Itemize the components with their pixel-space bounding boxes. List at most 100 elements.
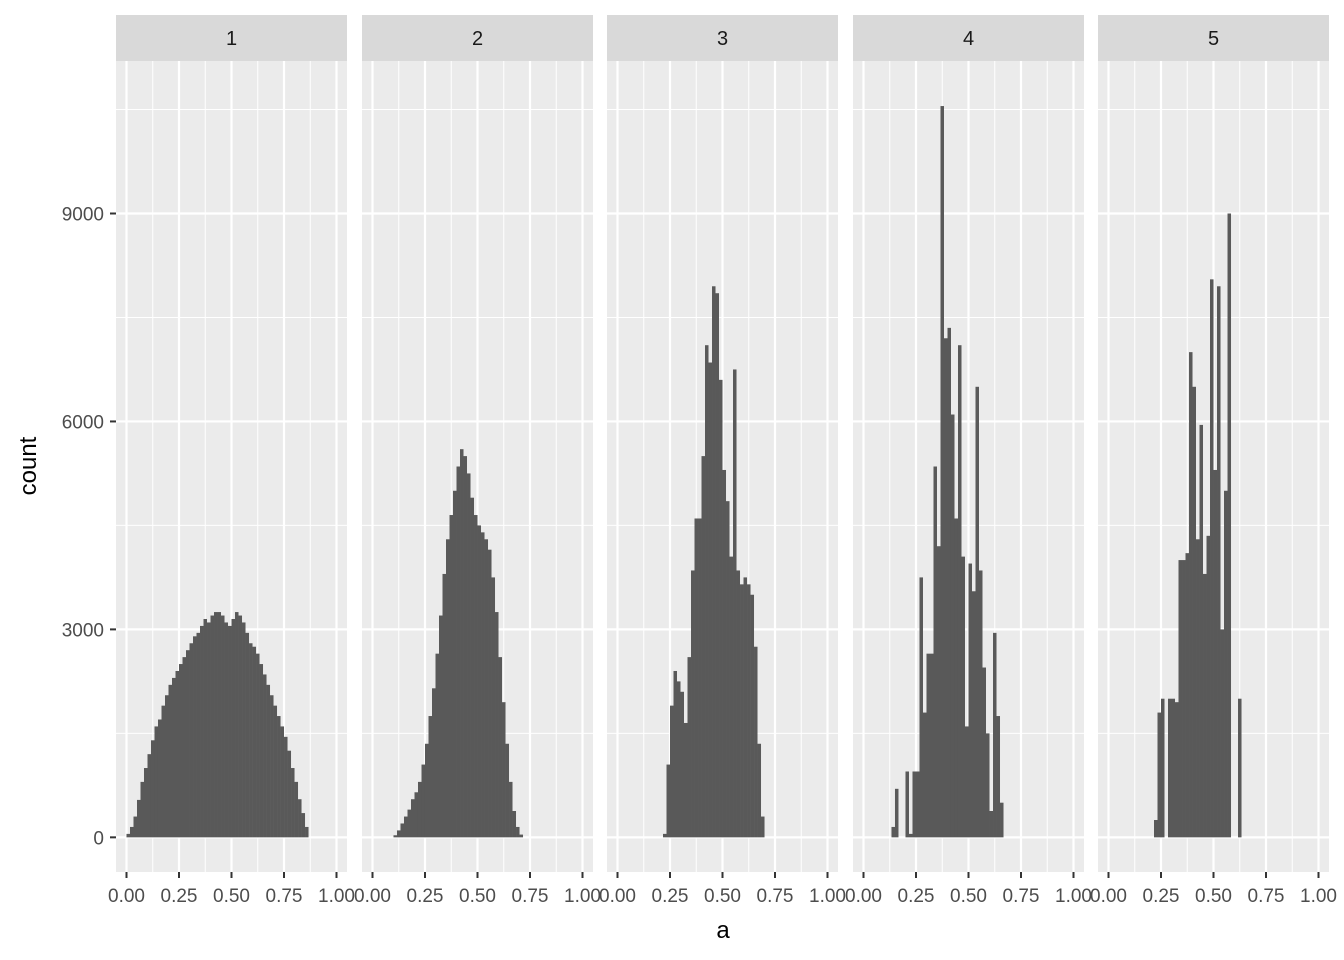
histogram-bar: [186, 650, 190, 838]
x-tick-label: 0.75: [512, 886, 549, 907]
x-axis-panel-5: 0.00 0.25 0.50 0.75 1.00: [1090, 872, 1337, 907]
histogram-bar: [133, 816, 137, 838]
facet-strip-label: 1: [226, 28, 237, 50]
histogram-bar: [912, 771, 916, 838]
histogram-bar: [284, 736, 288, 838]
histogram-bar: [238, 615, 243, 838]
x-tick-label: 0.75: [757, 886, 794, 907]
histogram-bar: [954, 518, 958, 838]
histogram-bar: [1175, 702, 1179, 838]
histogram-bar: [1199, 424, 1204, 838]
histogram-bar: [463, 456, 468, 838]
facet-panel-3: 3: [607, 15, 838, 872]
histogram-bar: [182, 657, 187, 838]
histogram-bar: [474, 515, 478, 838]
x-tick-label: 0.25: [652, 886, 689, 907]
x-tick-label: 0.75: [1248, 886, 1285, 907]
histogram-bar: [509, 781, 513, 838]
x-tick-label: 0.25: [1143, 886, 1180, 907]
x-tick-label: 0.25: [898, 886, 935, 907]
histogram-bar: [1196, 539, 1200, 838]
histogram-bar: [957, 345, 962, 838]
histogram-bar: [460, 449, 464, 838]
histogram-bar: [424, 743, 429, 838]
histogram-bar: [245, 632, 250, 838]
x-tick-label: 0.50: [704, 886, 741, 907]
histogram-bar: [722, 469, 727, 838]
histogram-bar: [1168, 698, 1172, 838]
histogram-bar: [491, 577, 496, 838]
histogram-bar: [905, 771, 909, 838]
histogram-bar: [747, 584, 751, 838]
facet-strip: [607, 15, 838, 61]
histogram-bar: [193, 636, 197, 838]
histogram-bar: [687, 657, 692, 838]
histogram-bar: [305, 826, 309, 838]
histogram-bar: [301, 813, 306, 838]
histogram-bar: [1227, 213, 1232, 838]
x-tick-label: 1.00: [1055, 886, 1092, 907]
histogram-bar: [743, 577, 748, 838]
histogram-bar: [986, 733, 990, 838]
histogram-bar: [1157, 712, 1162, 838]
histogram-bar: [136, 799, 141, 838]
histogram-bar: [456, 466, 461, 838]
histogram-bar: [705, 345, 709, 838]
x-tick-label: 1.00: [809, 886, 846, 907]
histogram-bar: [273, 705, 278, 838]
histogram-bar: [726, 501, 730, 838]
histogram-bar: [673, 670, 678, 838]
histogram-bar: [940, 106, 944, 838]
histogram-bar: [453, 490, 457, 838]
facet-strip-label: 4: [963, 28, 974, 50]
x-tick-label: 1.00: [1300, 886, 1337, 907]
histogram-bar: [929, 653, 934, 838]
histogram-bar: [129, 826, 134, 838]
histogram-bar: [449, 515, 454, 838]
histogram-bar: [421, 764, 425, 838]
facet-strip: [1098, 15, 1329, 61]
x-axis-title: a: [716, 917, 730, 944]
histogram-bar: [993, 632, 997, 838]
facet-panel-2: 2: [362, 15, 593, 872]
histogram-bar: [519, 834, 524, 838]
histogram-bar: [481, 532, 485, 838]
facet-strip-label: 5: [1208, 28, 1219, 50]
histogram-bar: [428, 716, 433, 838]
histogram-bar: [894, 788, 899, 838]
histogram-bar: [1171, 698, 1176, 838]
histogram-bar: [754, 646, 758, 838]
histogram-bar: [729, 556, 734, 838]
histogram-bar: [1189, 352, 1193, 838]
histogram-bar: [1206, 535, 1211, 838]
histogram-bar: [417, 781, 422, 838]
histogram-bar: [670, 705, 674, 838]
histogram-bar: [712, 286, 716, 838]
histogram-bar: [1153, 820, 1158, 838]
histogram-bar: [733, 369, 737, 838]
x-tick-label: 1.00: [318, 886, 355, 907]
histogram-bar: [961, 556, 966, 838]
facet-panels: 1 2 3 4 5: [116, 15, 1329, 872]
histogram-bar: [287, 750, 292, 838]
histogram-bar: [157, 719, 162, 838]
x-tick-label: 0.50: [213, 886, 250, 907]
histogram-bar: [701, 456, 706, 838]
histogram-bar: [680, 691, 685, 838]
histogram-bar: [407, 809, 411, 838]
histogram-bar: [252, 646, 257, 838]
histogram-bar: [266, 684, 271, 838]
histogram-bar: [1210, 279, 1214, 838]
x-tick-label: 0.75: [1003, 886, 1040, 907]
histogram-bar: [393, 835, 397, 838]
x-tick-label: 0.75: [266, 886, 303, 907]
histogram-bar: [502, 702, 506, 838]
histogram-bar: [757, 743, 762, 838]
x-tick-label: 0.00: [1090, 886, 1127, 907]
histogram-bar: [936, 546, 941, 838]
histogram-bar: [217, 612, 222, 838]
histogram-bar: [1185, 553, 1190, 838]
histogram-bar: [908, 833, 913, 838]
histogram-bar: [432, 688, 436, 838]
